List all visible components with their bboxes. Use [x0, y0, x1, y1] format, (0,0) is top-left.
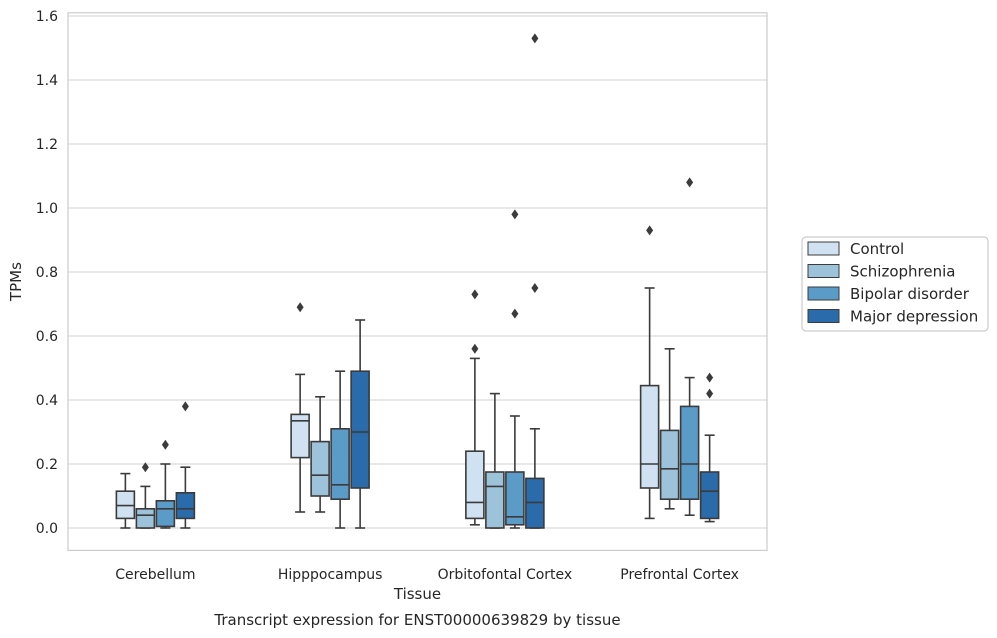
box-1-2 — [330, 370, 350, 529]
box-iqr — [639, 384, 660, 489]
outlier-point — [471, 343, 479, 354]
box-1-1 — [310, 395, 330, 513]
box-2-3 — [525, 33, 545, 529]
box-0-2 — [155, 439, 176, 529]
y-tick-label: 0.2 — [36, 457, 58, 473]
outlier-point — [531, 33, 539, 44]
legend-swatch — [807, 309, 840, 323]
outlier-point — [706, 372, 714, 383]
box-iqr — [525, 477, 545, 529]
box-1-0 — [290, 302, 310, 513]
legend-frame — [801, 236, 989, 332]
outlier-point — [511, 209, 519, 220]
y-tick-label: 0.6 — [36, 329, 58, 345]
legend-entry-label: Control — [850, 240, 904, 258]
legend-entry-label: Schizophrenia — [850, 263, 955, 281]
x-axis-label: Tissue — [393, 585, 441, 603]
y-tick-label: 0.8 — [36, 265, 58, 281]
legend-swatch — [807, 286, 840, 301]
box-iqr — [155, 499, 176, 528]
y-tick-label: 0.4 — [36, 393, 58, 409]
box-iqr — [350, 370, 370, 489]
box-iqr — [505, 471, 525, 526]
box-iqr — [290, 413, 310, 459]
box-iqr — [485, 471, 505, 529]
box-2-1 — [485, 392, 505, 529]
outlier-point — [141, 462, 149, 473]
box-iqr — [135, 507, 156, 529]
box-2-2 — [505, 209, 525, 529]
box-iqr — [465, 450, 485, 520]
outlier-point — [686, 177, 694, 188]
box-iqr — [699, 471, 720, 520]
box-0-0 — [115, 472, 136, 529]
x-axis-ticks: Cerebellum Hipppocampus Orbitofontal Corte… — [115, 567, 739, 583]
box-iqr — [659, 429, 680, 500]
outlier-point — [511, 308, 519, 319]
outlier-point — [181, 401, 189, 412]
x-tick-label: Cerebellum — [115, 567, 195, 583]
box-0-3 — [175, 401, 196, 529]
box-plot-marks — [115, 33, 720, 529]
plot-area-frame — [67, 12, 768, 551]
box-iqr — [175, 491, 196, 520]
box-iqr — [330, 427, 350, 500]
box-3-2 — [679, 177, 700, 517]
x-tick-label: Orbitofontal Cortex — [438, 567, 573, 583]
y-axis-label: TPMs — [7, 262, 25, 302]
y-tick-label: 1.0 — [36, 201, 58, 217]
box-iqr — [310, 440, 330, 497]
legend: Control Schizophrenia Bipolar disorder Majo… — [801, 236, 989, 332]
box-3-1 — [659, 347, 680, 510]
outlier-point — [706, 388, 714, 399]
grid-lines — [68, 15, 767, 529]
outlier-point — [471, 289, 479, 300]
box-3-0 — [639, 225, 660, 520]
box-iqr — [679, 405, 700, 500]
y-axis-ticks: 0.0 0.2 0.4 0.6 0.8 1.0 1.2 1.4 1.6 — [36, 9, 58, 537]
legend-entry-label: Bipolar disorder — [850, 285, 970, 303]
legend-swatch — [807, 264, 840, 278]
legend-swatch — [807, 241, 840, 256]
chart-caption: Transcript expression for ENST0000063982… — [213, 611, 620, 629]
outlier-point — [531, 283, 539, 293]
box-3-3 — [699, 372, 720, 523]
x-tick-label: Hipppocampus — [278, 567, 383, 583]
outlier-point — [161, 439, 169, 450]
legend-entry-label: Major depression — [850, 308, 978, 326]
y-tick-label: 1.6 — [36, 9, 58, 25]
box-0-1 — [135, 462, 156, 529]
box-2-0 — [465, 289, 485, 526]
box-1-3 — [350, 319, 370, 529]
x-tick-label: Prefrontal Cortex — [620, 567, 739, 583]
y-tick-label: 1.4 — [36, 73, 58, 89]
y-tick-label: 0.0 — [36, 521, 58, 537]
y-tick-label: 1.2 — [36, 137, 58, 153]
outlier-point — [296, 302, 304, 313]
outlier-point — [646, 225, 654, 236]
